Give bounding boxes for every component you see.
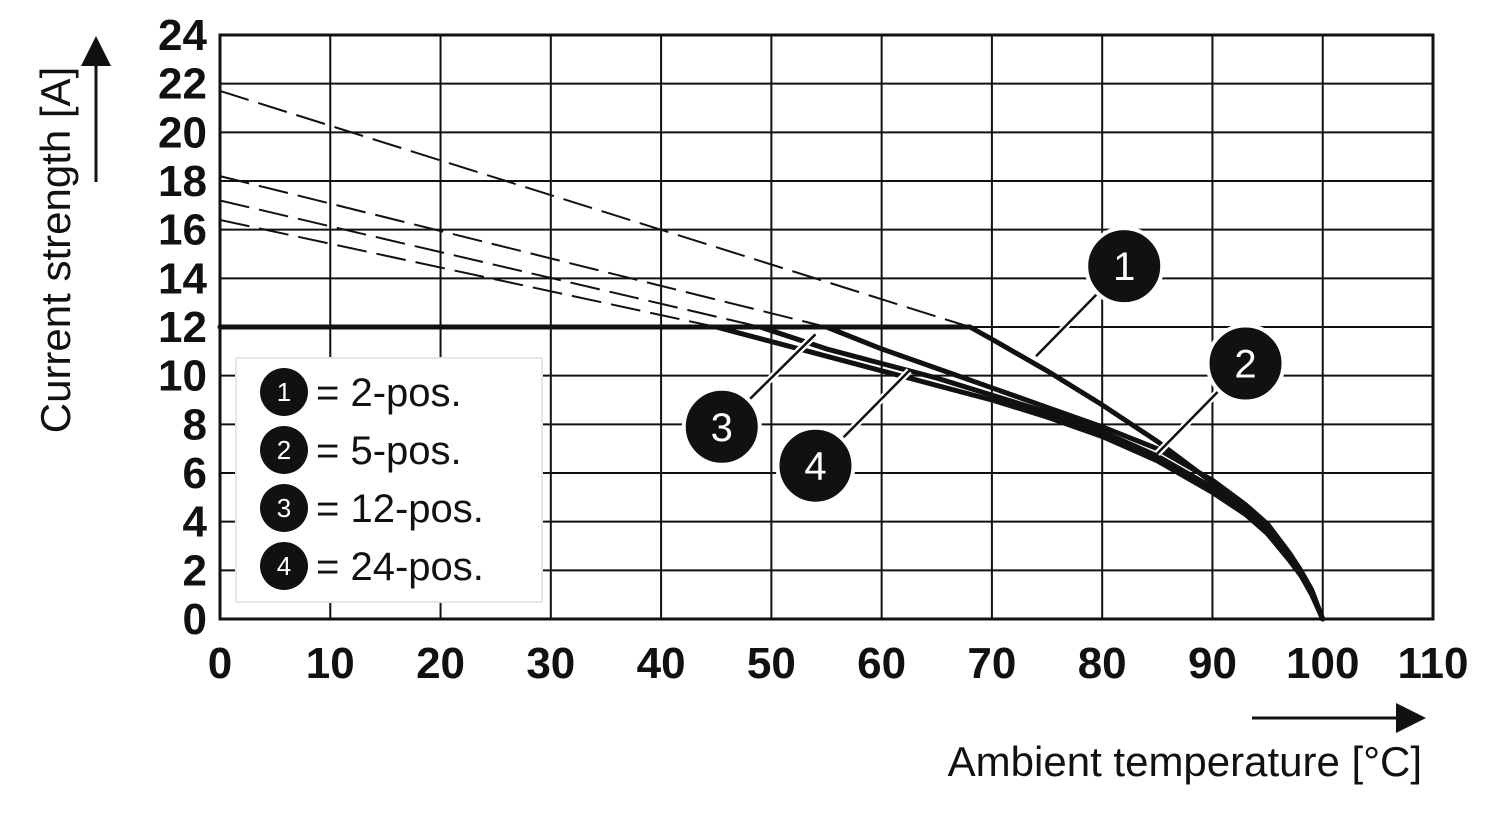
legend-badge-label-4: 4 (277, 551, 291, 581)
legend-badge-2 (260, 426, 308, 474)
x-tick-label-100: 100 (1286, 639, 1359, 688)
callouts: 1 2 3 4 (681, 226, 1286, 506)
y-axis-title: Current strength [A] (32, 67, 79, 434)
y-tick-label-8: 8 (183, 400, 207, 449)
y-tick-label-12: 12 (158, 303, 207, 352)
callout-badge-1 (1084, 226, 1165, 307)
callout-label-3: 3 (711, 406, 733, 450)
legend-entry-4: = 24-pos. (316, 545, 484, 589)
y-tick-label-22: 22 (158, 60, 207, 109)
dashed-line-3 (219, 199, 761, 328)
grid (218, 33, 1435, 621)
tick-labels: 0 10 20 30 40 50 60 70 80 90 100 110024681012141618… (158, 11, 1468, 688)
callout-badge-2 (1205, 323, 1286, 404)
x-tick-label-0: 0 (208, 639, 232, 688)
callout-label-1: 1 (1113, 245, 1135, 289)
callout-label-4: 4 (804, 445, 826, 489)
y-tick-label-14: 14 (158, 254, 207, 303)
legend-badge-3 (260, 484, 308, 532)
x-tick-label-40: 40 (637, 639, 686, 688)
derating-curves (217, 324, 1326, 622)
x-tick-label-90: 90 (1188, 639, 1237, 688)
y-tick-label-4: 4 (183, 498, 208, 547)
callout-label-2: 2 (1234, 343, 1256, 387)
y-tick-label-16: 16 (158, 206, 207, 255)
callout-badge-4 (775, 425, 856, 506)
legend: 1 = 2-pos. 2 = 5-pos. 3 = 12-pos. 4 = 24-pos. (235, 357, 543, 603)
legend-entry-2: = 5-pos. (316, 429, 462, 473)
legend-entry-1: = 2-pos. (316, 371, 462, 415)
x-tick-label-60: 60 (857, 639, 906, 688)
legend-badge-label-3: 3 (277, 493, 291, 523)
callout-badge-3 (681, 386, 762, 467)
x-tick-label-80: 80 (1078, 639, 1127, 688)
y-tick-label-10: 10 (158, 352, 207, 401)
x-tick-label-20: 20 (416, 639, 465, 688)
y-tick-label-24: 24 (158, 11, 207, 60)
x-axis-title: Ambient temperature [°C] (948, 738, 1422, 785)
y-tick-label-6: 6 (183, 449, 207, 498)
legend-entry-3: = 12-pos. (316, 487, 484, 531)
legend-badge-1 (260, 368, 308, 416)
y-tick-label-2: 2 (183, 546, 207, 595)
dashed-line-2 (219, 175, 827, 328)
derating-curve-4 (713, 324, 1326, 622)
dashed-line-1 (219, 90, 971, 328)
x-tick-label-30: 30 (526, 639, 575, 688)
legend-badge-label-1: 1 (277, 377, 291, 407)
x-tick-label-110: 110 (1398, 639, 1469, 688)
x-tick-label-70: 70 (967, 639, 1016, 688)
y-tick-label-18: 18 (158, 157, 207, 206)
x-tick-label-10: 10 (306, 639, 355, 688)
legend-badge-4 (260, 542, 308, 590)
extrapolation-lines (219, 90, 971, 328)
y-tick-label-20: 20 (158, 108, 207, 157)
legend-badge-label-2: 2 (277, 435, 291, 465)
x-tick-label-50: 50 (747, 639, 796, 688)
dashed-line-4 (219, 218, 717, 328)
y-tick-label-0: 0 (183, 595, 207, 644)
